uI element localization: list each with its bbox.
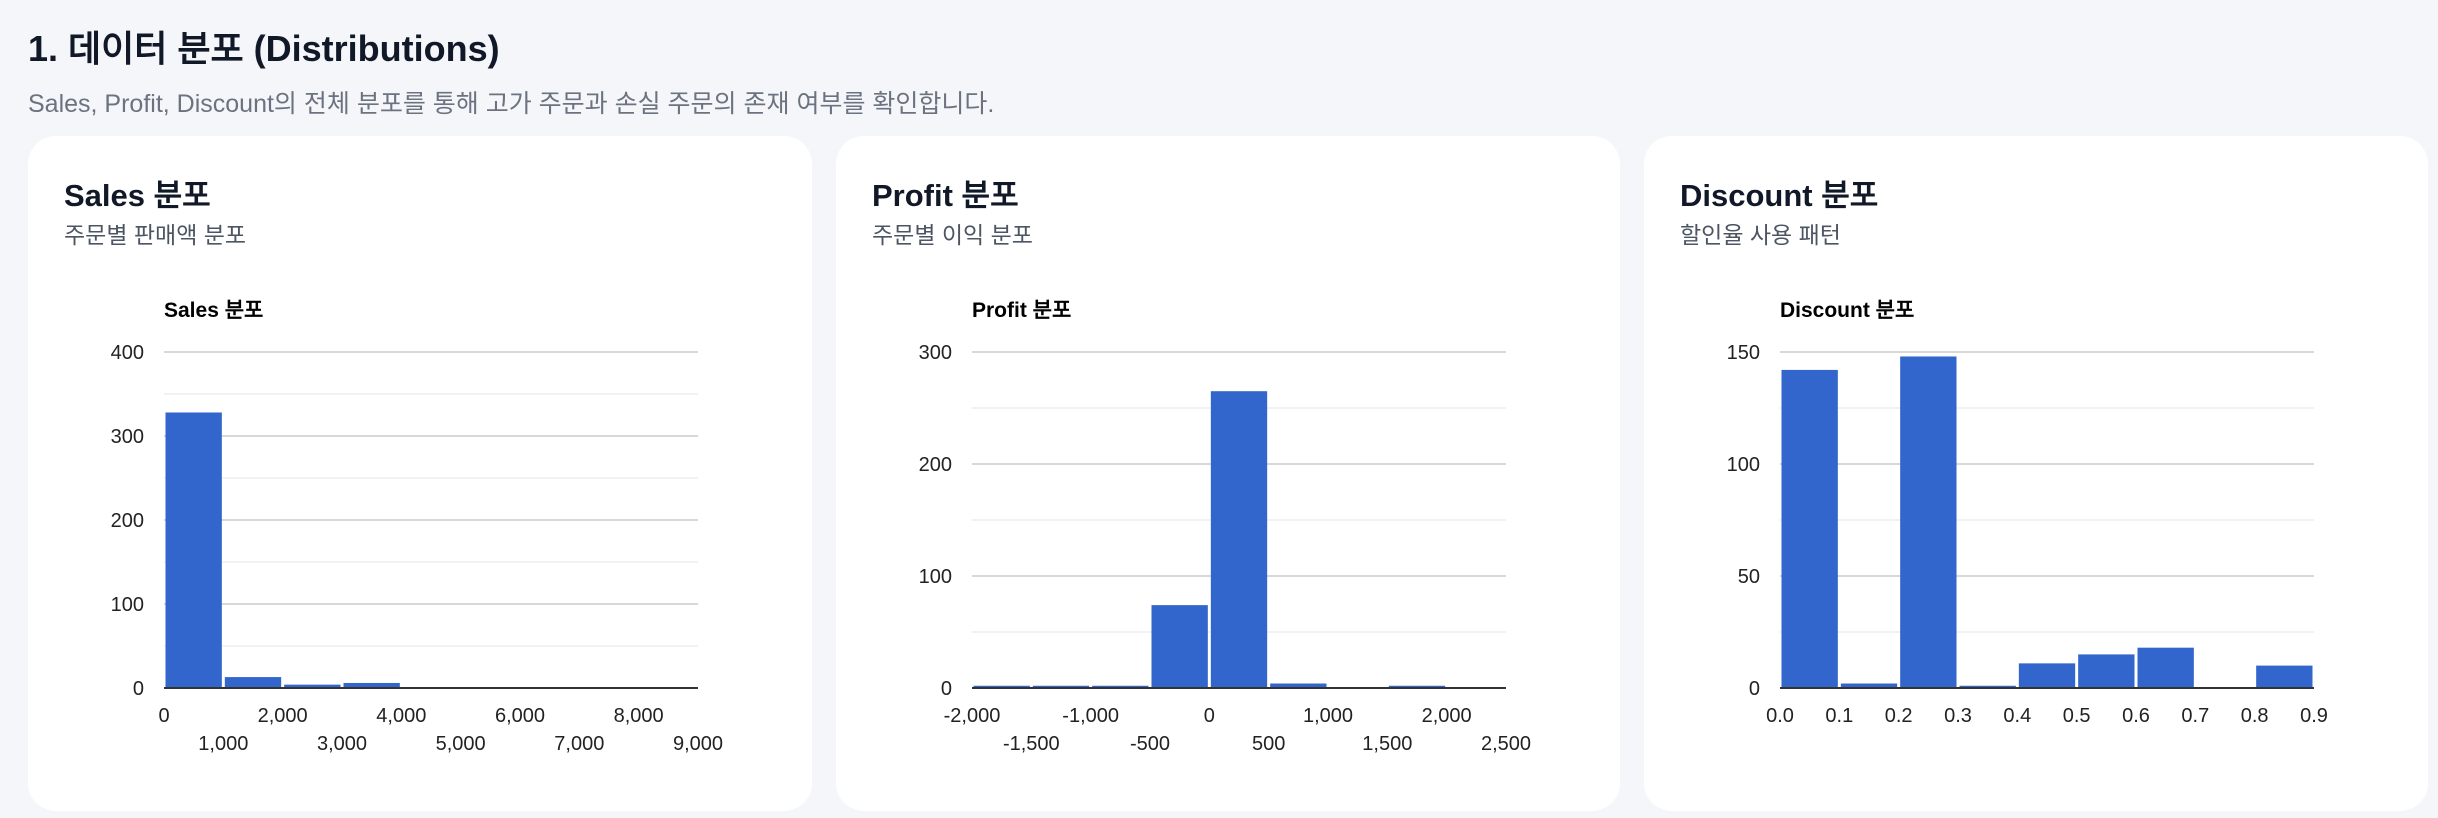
y-tick-label: 100 <box>111 594 144 616</box>
x-tick-label: 0 <box>158 705 169 727</box>
discount-chart-card: Discount 분포 할인율 사용 패턴 Discount 분포 0 50 100 1… <box>1644 136 2428 811</box>
card-subtitle: 주문별 판매액 분포 <box>64 222 247 248</box>
sales-histogram: Sales 분포 0 100 200 300 400 0 2,000 4,000 6,000 8,0… <box>111 299 723 755</box>
x-tick-label: -500 <box>1130 733 1170 755</box>
section-description: Sales, Profit, Discount의 전체 분포를 통해 고가 주문… <box>28 90 995 118</box>
histogram-bar <box>165 412 222 688</box>
histogram-bar <box>1781 369 1838 688</box>
x-tick-label: 0.5 <box>2063 705 2091 727</box>
x-tick-label: 500 <box>1252 733 1285 755</box>
y-tick-label: 300 <box>111 426 144 448</box>
x-tick-label: 8,000 <box>614 705 664 727</box>
x-tick-label: 0 <box>1204 705 1215 727</box>
x-tick-label: 0.3 <box>1944 705 1972 727</box>
y-tick-label: 200 <box>111 510 144 532</box>
y-tick-label: 400 <box>111 342 144 364</box>
x-tick-label: 3,000 <box>317 733 367 755</box>
y-tick-label: 0 <box>941 678 952 700</box>
card-subtitle: 주문별 이익 분포 <box>872 222 1033 248</box>
profit-histogram: Profit 분포 0 100 200 300 -2,000 -1,000 0 1,000 2,0… <box>919 299 1531 755</box>
discount-histogram: Discount 분포 0 50 100 150 0.0 0.1 0.2 0.3 0.4 0.5 0.… <box>1727 299 2328 727</box>
card-title: Discount 분포 <box>1680 178 1879 213</box>
card-title: Sales 분포 <box>64 178 211 213</box>
sales-chart-card: Sales 분포 주문별 판매액 분포 Sales 분포 0 100 200 300 40… <box>28 136 812 811</box>
profit-chart-card: Profit 분포 주문별 이익 분포 Profit 분포 0 100 200 300 -… <box>836 136 1620 811</box>
y-tick-label: 200 <box>919 454 952 476</box>
x-tick-label: 0.6 <box>2122 705 2150 727</box>
x-tick-label: 4,000 <box>376 705 426 727</box>
histogram-bar <box>1270 683 1327 688</box>
histogram-bar <box>284 684 341 688</box>
y-tick-label: 300 <box>919 342 952 364</box>
x-tick-label: 2,500 <box>1481 733 1531 755</box>
histogram-bar <box>343 682 400 688</box>
x-tick-label: 5,000 <box>436 733 486 755</box>
chart-title: Profit 분포 <box>972 299 1071 322</box>
y-tick-label: 50 <box>1738 566 1760 588</box>
x-tick-label: 0.8 <box>2241 705 2269 727</box>
x-tick-label: 0.9 <box>2300 705 2328 727</box>
x-tick-label: 1,500 <box>1362 733 1412 755</box>
x-tick-label: 0.0 <box>1766 705 1794 727</box>
histogram-bar <box>1092 685 1149 688</box>
y-tick-label: 0 <box>133 678 144 700</box>
histogram-bar <box>1388 685 1446 688</box>
histogram-bar <box>1032 685 1090 688</box>
histogram-bar <box>2137 647 2194 688</box>
section-title: 1. 데이터 분포 (Distributions) <box>28 28 500 69</box>
x-tick-label: 6,000 <box>495 705 545 727</box>
y-tick-label: 100 <box>1727 454 1760 476</box>
card-subtitle: 할인율 사용 패턴 <box>1680 222 1841 248</box>
chart-title: Sales 분포 <box>164 299 263 322</box>
x-tick-label: 0.2 <box>1885 705 1913 727</box>
x-tick-label: -1,000 <box>1062 705 1119 727</box>
histogram-bar <box>2018 663 2076 688</box>
histogram-bar <box>1900 356 1957 688</box>
x-tick-label: 0.1 <box>1825 705 1853 727</box>
x-tick-label: 0.7 <box>2181 705 2209 727</box>
y-tick-label: 0 <box>1749 678 1760 700</box>
x-tick-label: -2,000 <box>944 705 1001 727</box>
y-tick-label: 150 <box>1727 342 1760 364</box>
histogram-bar <box>2078 654 2135 688</box>
x-tick-label: 2,000 <box>1422 705 1472 727</box>
y-tick-label: 100 <box>919 566 952 588</box>
x-tick-label: 0.4 <box>2003 705 2031 727</box>
histogram-bar <box>1210 391 1268 688</box>
histogram-bar <box>224 677 282 688</box>
x-tick-label: 2,000 <box>258 705 308 727</box>
x-tick-label: 9,000 <box>673 733 723 755</box>
x-tick-label: 1,000 <box>1303 705 1353 727</box>
x-tick-label: 7,000 <box>554 733 604 755</box>
histogram-bar <box>973 685 1030 688</box>
histogram-bar <box>2256 665 2313 688</box>
histogram-bar <box>1959 685 2016 688</box>
histogram-bar <box>1840 683 1898 688</box>
x-tick-label: 1,000 <box>198 733 248 755</box>
histogram-bar <box>1151 605 1208 688</box>
chart-title: Discount 분포 <box>1780 299 1914 322</box>
x-tick-label: -1,500 <box>1003 733 1060 755</box>
card-title: Profit 분포 <box>872 178 1019 213</box>
